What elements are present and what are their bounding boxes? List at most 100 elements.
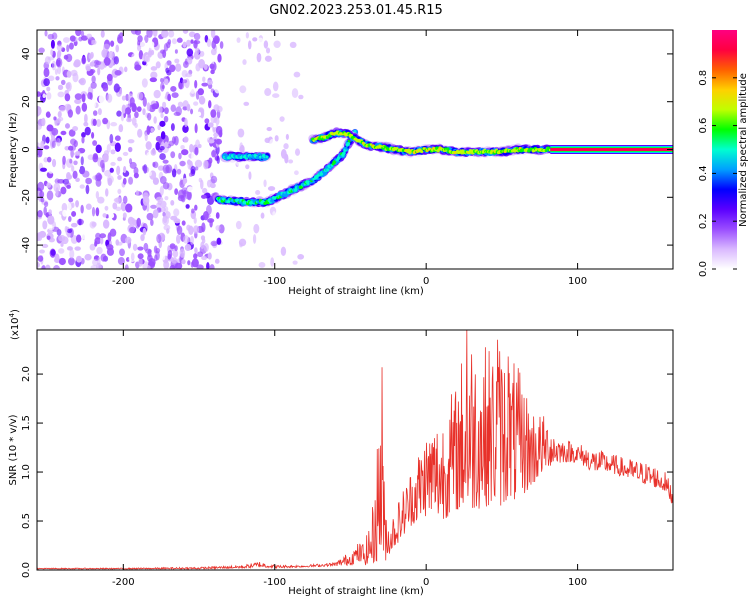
spectrogram-noise-blob (194, 159, 203, 168)
spectrogram-noise-blob (152, 30, 158, 37)
spectrogram-noise-blob (198, 143, 202, 149)
spectrogram-noise-blob (66, 228, 73, 234)
spectrogram-noise-blob (71, 202, 75, 208)
spectrogram-track-blob (353, 129, 357, 133)
spectrogram-noise-blob (92, 118, 97, 127)
spectrogram-noise-blob (71, 165, 75, 172)
spectrogram-noise-blob (208, 100, 212, 109)
spectrogram-noise-blob (43, 67, 50, 78)
spectrogram-noise-blob (109, 167, 114, 173)
spectrogram-noise-blob (198, 201, 203, 208)
spectrogram-noise-blob (101, 49, 107, 58)
spectrogram-noise-blob (164, 107, 169, 115)
spectrogram-noise-blob (91, 132, 95, 139)
spectrogram-noise-blob (207, 122, 214, 128)
spectrogram-noise-blob (258, 262, 266, 268)
spectrogram-noise-blob (203, 243, 209, 252)
spectrogram-noise-blob (146, 125, 151, 135)
spectrogram-noise-blob (43, 78, 50, 87)
spectrogram-noise (37, 30, 305, 269)
spectrogram-noise-blob (187, 260, 191, 266)
spectrogram-noise-blob (155, 141, 160, 151)
spectrogram-noise-blob (208, 157, 213, 164)
spectrogram-noise-blob (103, 150, 109, 157)
spectrogram-noise-blob (137, 35, 143, 43)
spectrogram-noise-blob (264, 137, 271, 144)
spectrogram-noise-blob (150, 204, 157, 209)
spectrogram-noise-blob (63, 54, 69, 60)
spectrogram-noise-blob (100, 159, 105, 169)
spectrogram-noise-blob (215, 225, 221, 231)
spectrogram-noise-blob (48, 209, 52, 215)
spectrogram-noise-blob (137, 246, 144, 251)
spectrogram-track-carrier (550, 145, 673, 154)
spectrogram-noise-blob (201, 255, 208, 261)
spectrogram-noise-blob (201, 82, 209, 87)
spectrogram-noise-blob (136, 106, 142, 112)
spectrogram-noise-blob (198, 58, 206, 69)
spectrogram-noise-blob (95, 191, 100, 199)
spectrogram-noise-blob (152, 161, 159, 169)
spectrogram-noise-blob (46, 124, 54, 132)
spectrogram-noise-blob (162, 182, 170, 190)
spectrogram-noise-blob (97, 108, 102, 116)
spectrogram-noise-blob (187, 186, 194, 193)
spectrogram-noise-blob (288, 159, 294, 164)
spectrogram-x-tick-label: -100 (263, 276, 286, 287)
spectrogram-noise-blob (291, 88, 299, 99)
spectrogram-noise-blob (91, 206, 96, 217)
spectrogram-noise-blob (47, 33, 54, 40)
spectrogram-noise-blob (173, 208, 180, 217)
spectrogram-noise-blob (109, 228, 117, 237)
spectrogram-noise-blob (79, 77, 86, 86)
snr-y-tick-label: 0.0 (21, 562, 32, 578)
spectrogram-noise-blob (147, 112, 152, 121)
spectrogram-noise-blob (171, 136, 177, 144)
spectrogram-y-tick-label: -20 (21, 189, 32, 205)
spectrogram-noise-blob (125, 107, 132, 115)
spectrogram-noise-blob (130, 30, 138, 35)
spectrogram-noise-blob (186, 103, 191, 112)
spectrogram-x-tick-label: 100 (568, 276, 587, 287)
spectrogram-noise-blob (40, 197, 45, 203)
spectrogram-noise-blob (186, 190, 192, 201)
spectrogram-noise-blob (199, 50, 205, 57)
spectrogram-noise-blob (133, 172, 139, 179)
spectrogram-noise-blob (292, 260, 298, 265)
colorbar-tick-label: 0.6 (698, 118, 709, 134)
spectrogram-noise-blob (46, 86, 51, 92)
spectrogram-noise-blob (245, 164, 250, 170)
spectrogram-noise-blob (152, 177, 160, 185)
spectrogram-noise-blob (80, 230, 86, 240)
spectrogram-noise-blob (270, 257, 275, 267)
spectrogram-noise-blob (179, 160, 186, 167)
spectrogram-noise-blob (159, 185, 164, 196)
spectrogram-noise-blob (204, 111, 212, 119)
spectrogram-noise-blob (294, 170, 299, 176)
snr-y-tick-label: 1.0 (21, 464, 32, 480)
spectrogram-noise-blob (257, 61, 261, 72)
spectrogram-noise-blob (66, 44, 70, 53)
spectrogram-noise-blob (85, 65, 91, 72)
spectrogram-noise-blob (171, 92, 179, 99)
spectrogram-noise-blob (116, 110, 122, 117)
spectrogram-noise-blob (207, 218, 215, 223)
spectrogram-noise-blob (150, 66, 158, 71)
spectrogram-noise-blob (117, 36, 124, 44)
spectrogram-noise-blob (170, 151, 176, 159)
spectrogram-noise-blob (166, 69, 172, 76)
spectrogram-x-tick-label: -200 (112, 276, 135, 287)
spectrogram-noise-blob (216, 71, 221, 80)
spectrogram-noise-blob (176, 37, 183, 43)
spectrogram-noise-blob (41, 264, 46, 269)
spectrogram-noise-blob (177, 101, 184, 107)
spectrogram-noise-blob (160, 200, 167, 208)
spectrogram-noise-blob (251, 54, 256, 64)
spectrogram-noise-blob (202, 76, 206, 83)
spectrogram-noise-blob (162, 211, 166, 217)
spectrogram-noise-blob (91, 39, 97, 45)
spectrogram-noise-blob (90, 264, 98, 269)
spectrogram-noise-blob (73, 160, 78, 166)
snr-y-multiplier-close: ) (10, 309, 21, 313)
spectrogram-noise-blob (83, 121, 89, 127)
